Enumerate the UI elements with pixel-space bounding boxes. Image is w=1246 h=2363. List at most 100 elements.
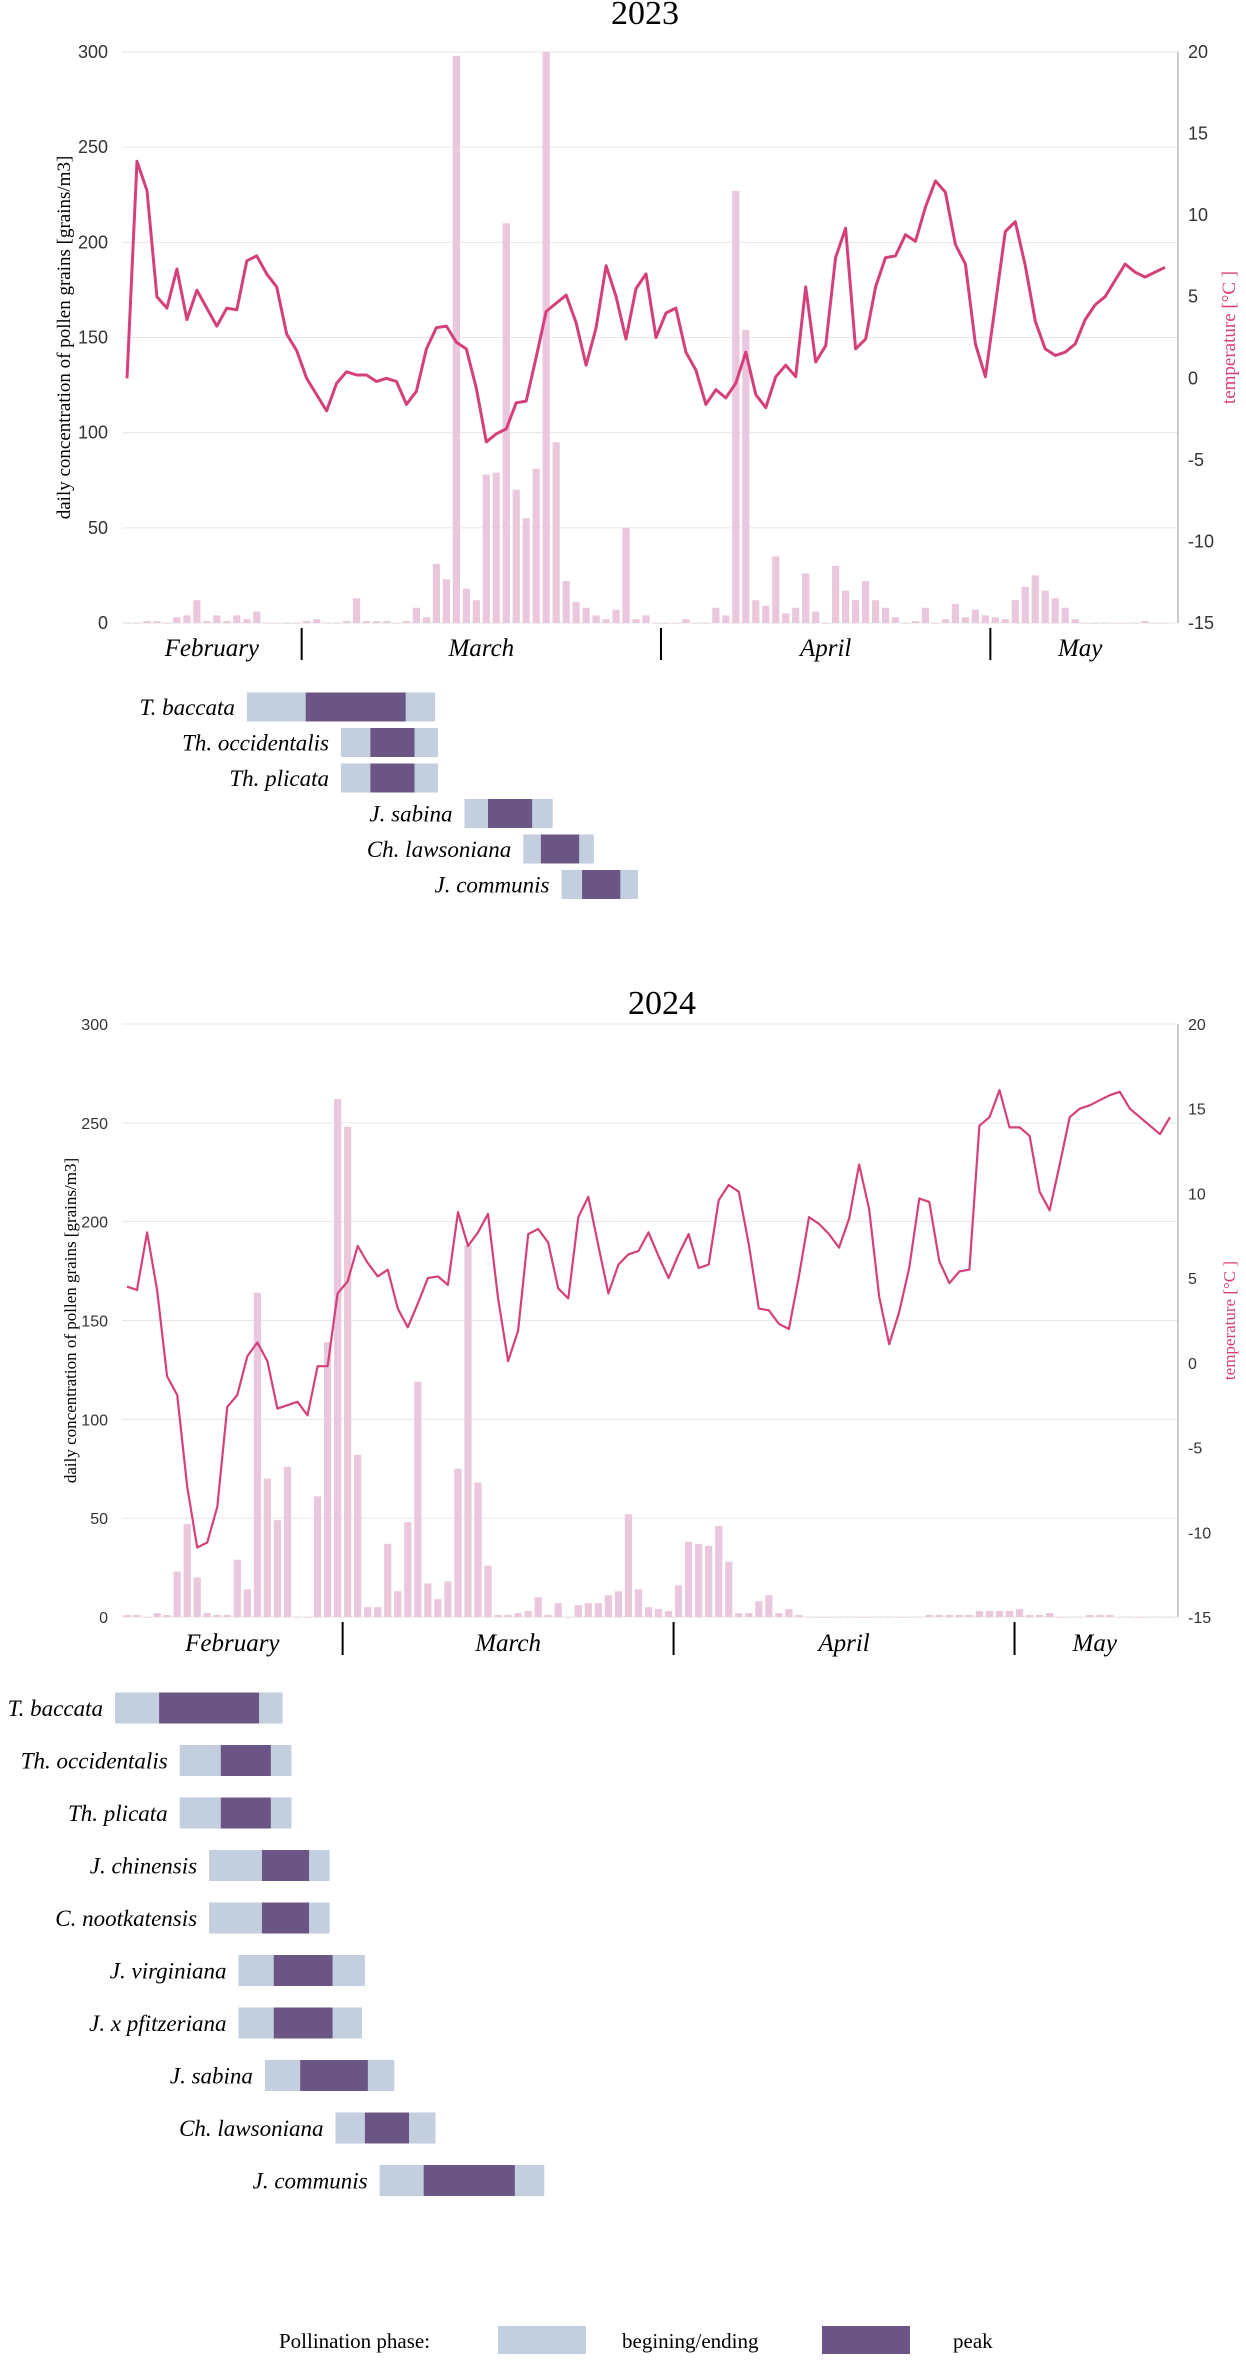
pollen-bar (354, 1454, 362, 1617)
pollen-bar (334, 1099, 342, 1617)
pollen-bar (532, 468, 540, 623)
pollen-bar (404, 1522, 412, 1617)
y2-tick-label: 10 (1188, 1186, 1206, 1203)
pollen-bar (283, 623, 291, 624)
y-tick-label: 250 (81, 1116, 108, 1133)
y2-tick-label: 0 (1188, 368, 1198, 388)
pollen-bar (1061, 607, 1069, 623)
pollen-bar (1046, 1613, 1054, 1617)
pollen-bar (564, 1617, 572, 1618)
pollen-bar (1161, 623, 1169, 624)
month-label: February (184, 1630, 280, 1657)
pollen-bar (785, 1609, 793, 1617)
y-axis-label: daily concentration of pollen grains [gr… (54, 156, 75, 520)
pollen-bar (233, 615, 241, 623)
pollen-bar (582, 607, 590, 623)
pollen-bar (981, 615, 989, 623)
y2-tick-label: 5 (1188, 1271, 1197, 1288)
pollen-bar (442, 579, 450, 623)
y2-tick-label: -15 (1188, 613, 1214, 633)
temperature-line (125, 159, 1166, 444)
pollen-bar (323, 1342, 332, 1617)
pollen-bar (975, 1611, 984, 1617)
month-label: February (164, 635, 260, 662)
species-label: Th. occidentalis (21, 1749, 168, 1774)
species-label: T. baccata (140, 695, 235, 720)
pollen-bar (362, 621, 371, 623)
pollen-bar (263, 1478, 272, 1617)
species-label: J. sabina (170, 2064, 253, 2089)
y2-tick-label: -5 (1188, 450, 1204, 470)
pollen-bar (911, 621, 920, 623)
y2-tick-label: -15 (1188, 1610, 1211, 1627)
pollen-bar (243, 619, 251, 623)
species-label: J. virginiana (110, 1959, 227, 1984)
pollen-bar (835, 1617, 843, 1618)
chart-title: 2024 (628, 985, 696, 1022)
pollen-bar (682, 619, 690, 623)
pollen-bar (494, 1615, 502, 1617)
y2-tick-label: 20 (1188, 1017, 1206, 1034)
pollen-bar (504, 1615, 512, 1617)
pollen-bar (725, 1561, 733, 1617)
pollen-bar (642, 615, 650, 623)
pollen-bar (1106, 1615, 1114, 1617)
pollen-bar (332, 623, 341, 624)
pollen-bar (273, 1520, 282, 1617)
pollen-bar (612, 609, 620, 623)
pollen-bar (163, 1615, 171, 1617)
pollen-bar (273, 623, 281, 624)
pollen-bar (464, 1245, 472, 1617)
phase-peak-bar (220, 1797, 271, 1829)
legend-label: begining/ending (622, 2329, 759, 2353)
pollen-bar (1151, 623, 1159, 624)
pollen-bar (1101, 623, 1109, 624)
species-label: Ch. lawsoniana (179, 2116, 323, 2141)
phase-peak-bar (159, 1692, 260, 1724)
pollen-bar (652, 623, 660, 624)
pollination-phase-legend: Pollination phase: begining/ending peak (279, 2326, 993, 2354)
pollen-bar (832, 565, 840, 623)
phase-peak-bar (262, 1850, 310, 1881)
phase-peak-bar (370, 763, 415, 793)
pollen-bar (775, 1613, 783, 1617)
pollen-bar (891, 617, 900, 623)
pollen-bar (183, 1524, 191, 1617)
pollen-bar (394, 1591, 402, 1617)
pollen-bar (925, 1615, 933, 1617)
phase-peak-bar (305, 692, 406, 722)
pollen-bar (1116, 1617, 1124, 1618)
pollen-bar (695, 1543, 703, 1617)
pollen-bar (995, 1611, 1004, 1617)
pollen-bar (685, 1541, 693, 1617)
pollen-bar (552, 442, 560, 623)
pollen-bar (153, 621, 161, 623)
y2-tick-label: -5 (1188, 1441, 1202, 1458)
pollen-bar (865, 1617, 873, 1618)
phase-peak-bar (273, 1955, 333, 1986)
pollen-bar (1086, 1615, 1094, 1617)
pollen-bar (895, 1617, 903, 1618)
pollen-bar (384, 1543, 392, 1617)
pollen-bar (143, 621, 151, 623)
pollen-bar (193, 1577, 201, 1617)
y-tick-label: 300 (78, 42, 108, 62)
pollen-bar (323, 623, 331, 624)
pollen-bar (223, 1615, 231, 1617)
phase-peak-bar (582, 870, 621, 899)
pollen-bar (434, 1599, 442, 1617)
pollen-bar (193, 600, 201, 623)
pollen-bar (1146, 1617, 1154, 1618)
pollen-bar (422, 617, 431, 623)
y2-axis-label: temperature [°C ] (1220, 1261, 1239, 1380)
pollen-bar (1136, 1617, 1144, 1618)
phase-peak-bar (364, 2112, 409, 2144)
pollen-bar (852, 600, 860, 623)
pollen-bar (293, 623, 301, 624)
pollen-bar (594, 1603, 602, 1617)
legend-prefix: Pollination phase: (279, 2329, 430, 2353)
pollen-bar (1015, 1609, 1024, 1617)
pollen-bar (424, 1583, 432, 1617)
pollen-bar (945, 1615, 953, 1617)
pollen-bar (344, 1126, 352, 1617)
